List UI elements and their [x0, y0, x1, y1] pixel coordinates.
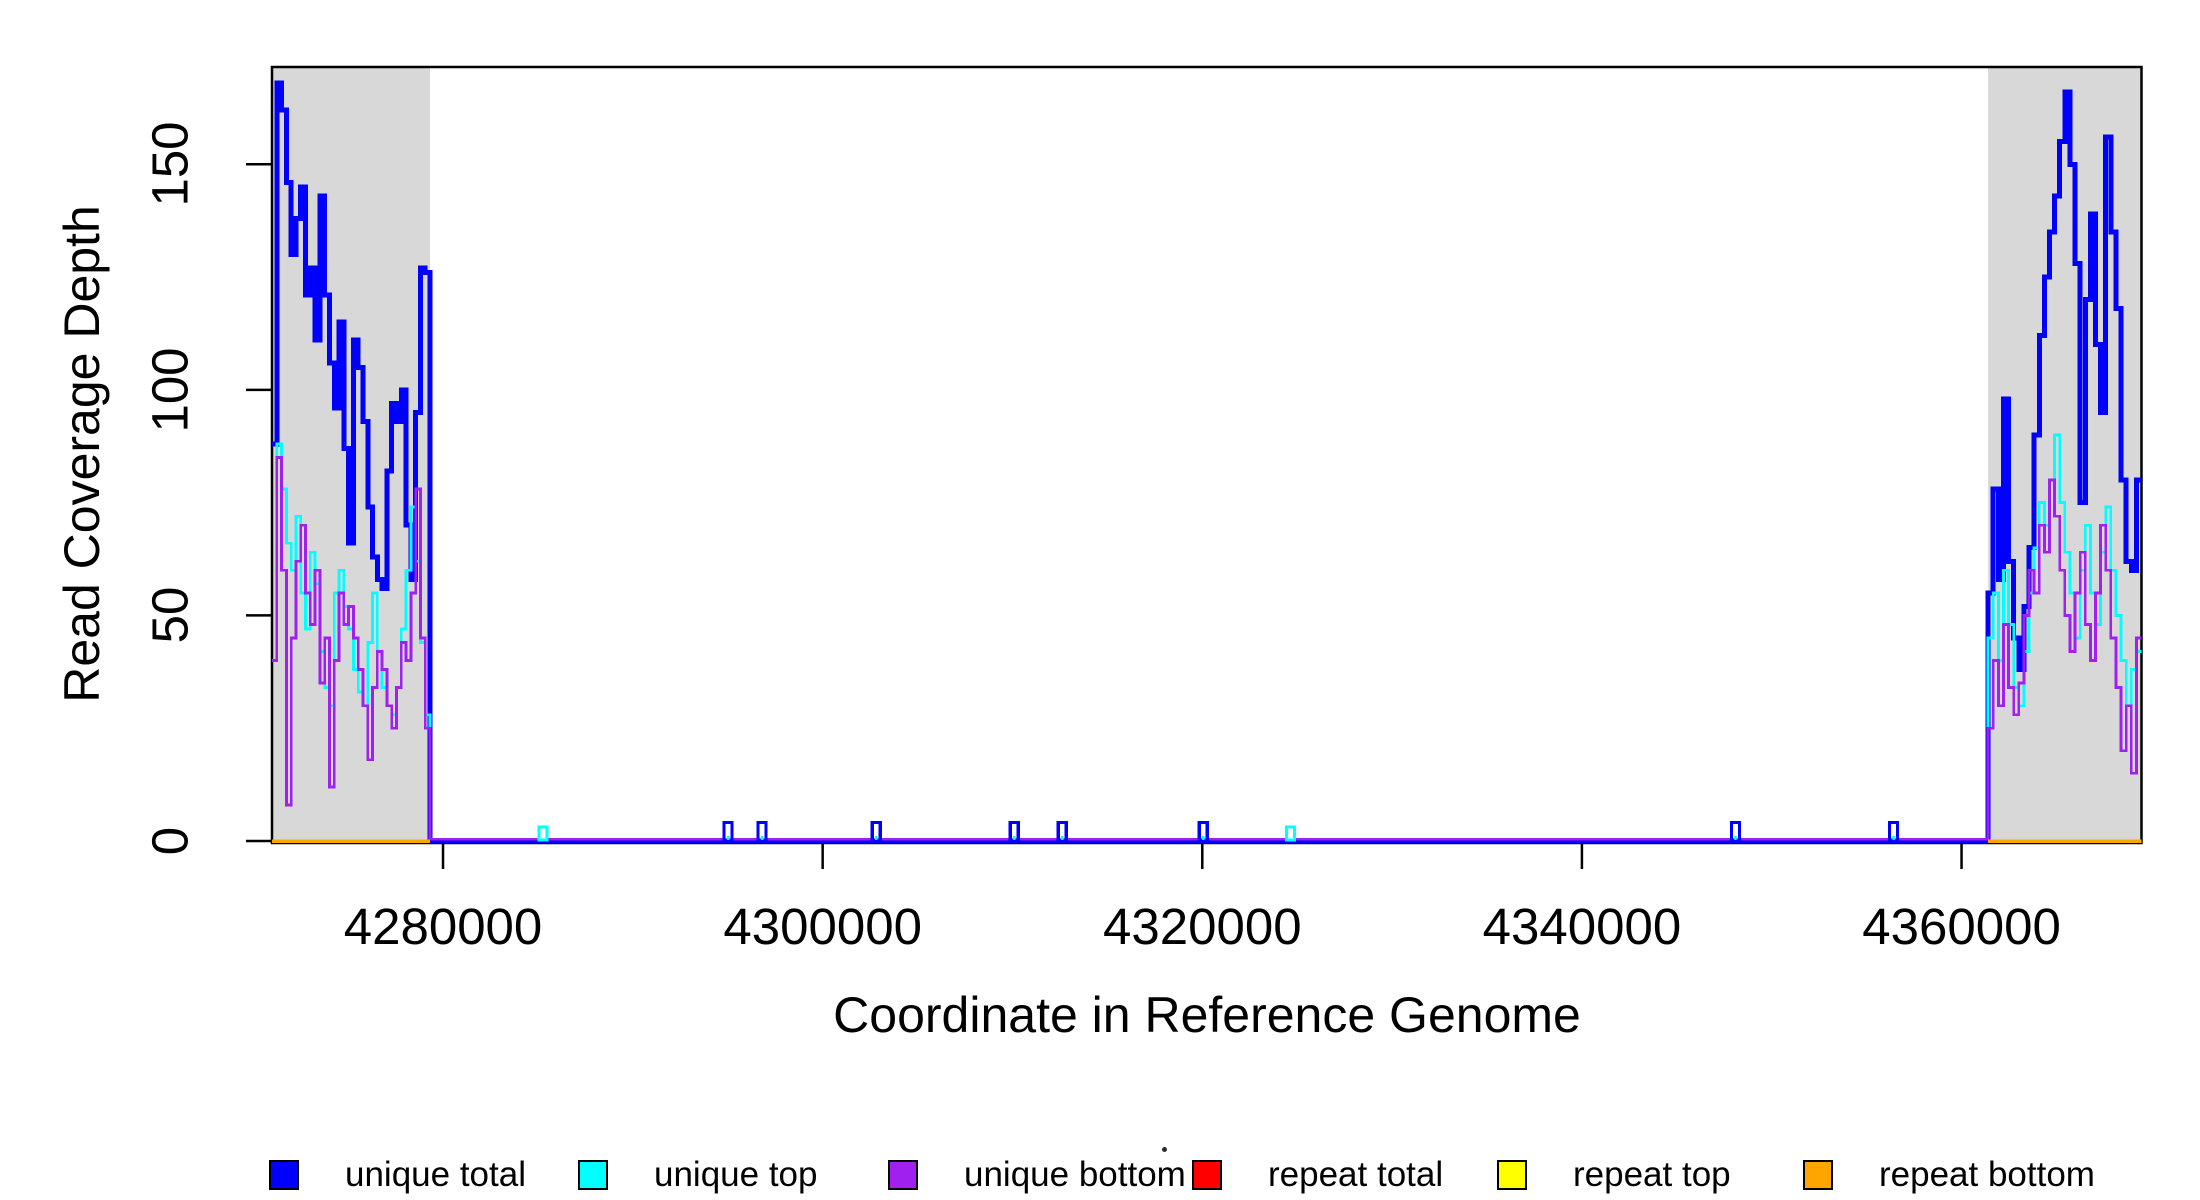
x-tick-label: 4360000 — [1862, 898, 2061, 955]
series-unique-total — [272, 80, 433, 841]
y-tick-label: 150 — [141, 121, 199, 207]
coverage-spike — [1284, 825, 1296, 842]
series-unique-top — [1986, 433, 2142, 841]
y-tick-label: 50 — [141, 587, 199, 644]
series-unique-total — [1985, 89, 2142, 841]
y-tick-label: 0 — [141, 826, 199, 856]
y-tick-label: 100 — [141, 347, 199, 433]
x-tick-label: 4280000 — [343, 898, 543, 955]
x-tick-label: 4320000 — [1103, 898, 1302, 955]
x-tick-label: 4340000 — [1482, 898, 1682, 955]
coverage-spike — [537, 825, 549, 842]
plot-border — [270, 65, 2143, 845]
y-axis-title: Read Coverage Depth — [54, 205, 110, 703]
stray-dot — [1162, 1147, 1167, 1152]
x-axis-title: Coordinate in Reference Genome — [833, 987, 1581, 1043]
repeat-region-shading — [1988, 67, 2142, 843]
x-tick-label: 4300000 — [723, 898, 922, 955]
series-unique-bottom — [1986, 478, 2142, 841]
series-unique-bottom — [272, 456, 432, 841]
